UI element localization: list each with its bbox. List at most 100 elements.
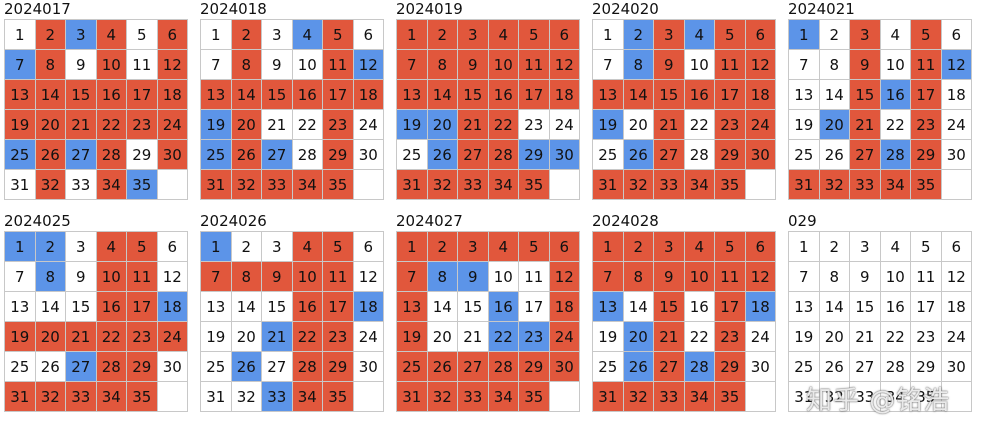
number-cell: 18 xyxy=(353,80,384,110)
number-cell: 29 xyxy=(715,140,746,170)
number-cell: 2 xyxy=(623,232,654,262)
number-cell: 15 xyxy=(458,292,489,322)
number-cell: 28 xyxy=(96,352,127,382)
number-cell: 13 xyxy=(201,80,232,110)
number-cell: 12 xyxy=(941,262,972,292)
number-cell: 30 xyxy=(549,352,580,382)
number-cell: 7 xyxy=(397,262,428,292)
number-cell: 7 xyxy=(5,50,36,80)
number-cell: 11 xyxy=(911,262,942,292)
number-cell: 13 xyxy=(789,80,820,110)
number-cell: 35 xyxy=(127,382,158,412)
number-cell: 5 xyxy=(127,20,158,50)
number-cell: 30 xyxy=(745,140,776,170)
number-cell: 33 xyxy=(66,170,97,200)
number-cell: 34 xyxy=(292,382,323,412)
number-cell: 14 xyxy=(35,292,66,322)
number-cell: 34 xyxy=(292,170,323,200)
number-cell: 30 xyxy=(157,140,188,170)
number-cell: 7 xyxy=(397,50,428,80)
number-cell: 10 xyxy=(880,262,911,292)
number-cell: 32 xyxy=(427,382,458,412)
number-cell: 11 xyxy=(127,262,158,292)
number-cell: 23 xyxy=(519,110,550,140)
number-cell: 15 xyxy=(66,80,97,110)
number-cell: 3 xyxy=(262,20,293,50)
number-cell: 33 xyxy=(262,382,293,412)
number-cell: 13 xyxy=(5,292,36,322)
number-cell: 17 xyxy=(127,80,158,110)
grid-label: 2024021 xyxy=(788,0,855,18)
number-cell: 19 xyxy=(201,322,232,352)
number-cell: 26 xyxy=(623,140,654,170)
number-cell: 10 xyxy=(292,262,323,292)
number-cell: 28 xyxy=(488,352,519,382)
number-grid: 1 2 3 4 5 6 7 8 9 10 11 12 13 14 15 16 17 18 19 20 21 22 23 24 2… xyxy=(4,19,188,200)
number-cell: 27 xyxy=(262,352,293,382)
grid-label: 029 xyxy=(788,212,817,230)
number-cell: 32 xyxy=(623,382,654,412)
number-cell: 28 xyxy=(292,352,323,382)
number-cell: 33 xyxy=(654,170,685,200)
number-cell: 33 xyxy=(850,382,881,412)
number-cell: 6 xyxy=(353,232,384,262)
number-cell: 8 xyxy=(819,50,850,80)
number-cell: 26 xyxy=(35,352,66,382)
number-cell: 5 xyxy=(911,232,942,262)
number-cell: 14 xyxy=(427,292,458,322)
empty-cell xyxy=(353,170,384,200)
number-cell: 29 xyxy=(911,140,942,170)
number-cell: 14 xyxy=(231,80,262,110)
number-cell: 24 xyxy=(157,322,188,352)
number-cell: 12 xyxy=(745,262,776,292)
number-cell: 13 xyxy=(397,292,428,322)
number-cell: 14 xyxy=(819,292,850,322)
number-grid: 1 2 3 4 5 6 7 8 9 10 11 12 13 14 15 16 17 18 19 20 21 22 23 24 2… xyxy=(200,231,384,412)
number-cell: 31 xyxy=(397,170,428,200)
number-cell: 12 xyxy=(941,50,972,80)
number-cell: 8 xyxy=(231,50,262,80)
number-cell: 24 xyxy=(745,322,776,352)
number-cell: 17 xyxy=(519,292,550,322)
number-grid: 1 2 3 4 5 6 7 8 9 10 11 12 13 14 15 16 17 18 19 20 21 22 23 24 2… xyxy=(396,231,580,412)
number-cell: 22 xyxy=(292,110,323,140)
number-cell: 34 xyxy=(96,382,127,412)
number-cell: 9 xyxy=(458,50,489,80)
number-cell: 2 xyxy=(35,232,66,262)
empty-cell xyxy=(157,170,188,200)
number-grid: 1 2 3 4 5 6 7 8 9 10 11 12 13 14 15 16 17 18 19 20 21 22 23 24 2… xyxy=(592,19,776,200)
number-cell: 23 xyxy=(127,110,158,140)
number-cell: 2 xyxy=(623,20,654,50)
number-cell: 3 xyxy=(850,20,881,50)
number-cell: 29 xyxy=(323,140,354,170)
number-cell: 31 xyxy=(789,382,820,412)
number-cell: 32 xyxy=(35,382,66,412)
number-cell: 25 xyxy=(593,140,624,170)
number-cell: 34 xyxy=(880,170,911,200)
number-cell: 23 xyxy=(715,110,746,140)
number-cell: 27 xyxy=(850,352,881,382)
number-cell: 13 xyxy=(593,292,624,322)
number-cell: 34 xyxy=(488,170,519,200)
number-cell: 33 xyxy=(850,170,881,200)
number-cell: 1 xyxy=(201,20,232,50)
number-cell: 28 xyxy=(880,352,911,382)
number-cell: 4 xyxy=(96,232,127,262)
number-cell: 3 xyxy=(66,20,97,50)
number-cell: 10 xyxy=(96,50,127,80)
number-cell: 28 xyxy=(684,140,715,170)
number-cell: 11 xyxy=(323,262,354,292)
number-cell: 22 xyxy=(292,322,323,352)
number-cell: 35 xyxy=(323,170,354,200)
number-cell: 23 xyxy=(127,322,158,352)
number-cell: 4 xyxy=(684,20,715,50)
number-cell: 18 xyxy=(549,292,580,322)
number-cell: 7 xyxy=(593,262,624,292)
number-cell: 3 xyxy=(262,232,293,262)
number-cell: 9 xyxy=(654,50,685,80)
number-cell: 4 xyxy=(292,232,323,262)
number-cell: 15 xyxy=(654,80,685,110)
number-cell: 30 xyxy=(353,140,384,170)
number-cell: 10 xyxy=(96,262,127,292)
number-cell: 27 xyxy=(654,140,685,170)
